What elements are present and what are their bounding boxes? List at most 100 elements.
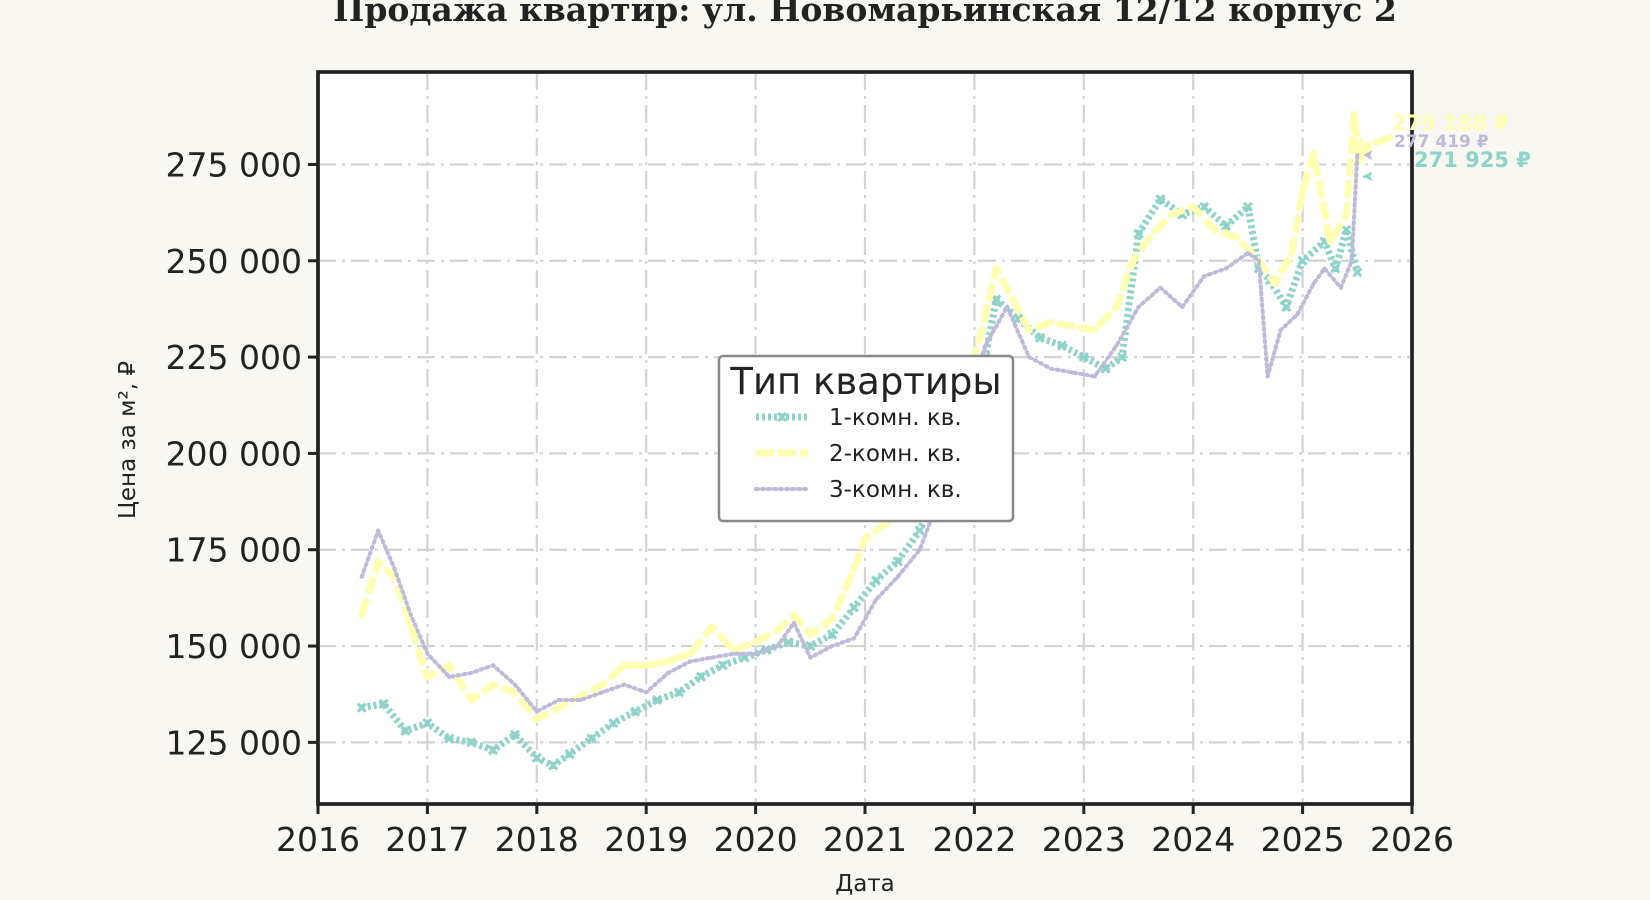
data-point — [509, 729, 520, 740]
data-point — [1133, 228, 1144, 239]
data-point — [848, 602, 860, 613]
data-point — [408, 613, 413, 618]
data-point — [358, 611, 366, 619]
annotation-arrow — [1350, 119, 1367, 149]
data-point — [752, 638, 760, 646]
data-point — [673, 687, 685, 698]
data-point — [1271, 280, 1279, 288]
data-point — [753, 651, 758, 656]
data-point — [1025, 326, 1033, 334]
data-point — [983, 343, 988, 348]
legend-label: 2-комн. кв. — [829, 441, 962, 467]
data-point — [783, 637, 794, 648]
data-point — [1242, 201, 1253, 212]
data-point — [548, 760, 559, 771]
data-point — [1078, 352, 1089, 363]
data-point — [642, 661, 650, 669]
data-point — [1245, 251, 1250, 256]
data-point — [806, 630, 814, 638]
data-point — [534, 709, 539, 714]
data-point — [1100, 363, 1111, 374]
data-point — [861, 534, 869, 542]
data-point — [708, 623, 716, 631]
data-point — [717, 660, 728, 671]
data-point — [686, 650, 694, 658]
data-point — [873, 597, 878, 602]
series-3-room — [359, 153, 1360, 714]
data-point — [378, 698, 389, 709]
data-point — [1009, 295, 1017, 303]
data-point — [805, 640, 816, 652]
data-point — [731, 651, 736, 656]
y-tick-label: 200 000 — [166, 434, 302, 473]
data-point — [1330, 263, 1341, 274]
data-point — [1136, 305, 1141, 310]
data-point — [917, 547, 922, 552]
data-point — [1069, 322, 1077, 330]
data-point — [828, 615, 836, 623]
data-point — [695, 671, 706, 682]
data-point — [512, 682, 517, 687]
data-point — [1202, 274, 1207, 279]
x-tick-label: 2019 — [604, 820, 688, 859]
data-point — [466, 737, 477, 748]
x-tick-label: 2024 — [1151, 820, 1235, 859]
data-point — [1322, 266, 1327, 271]
data-point — [1220, 221, 1232, 232]
data-point — [491, 663, 496, 668]
data-point — [827, 629, 838, 640]
data-point — [1350, 110, 1358, 118]
legend-item: 2-комн. кв. — [756, 441, 962, 467]
data-point — [392, 566, 397, 571]
data-point — [730, 646, 738, 654]
data-point — [564, 748, 575, 759]
x-tick-label: 2016 — [276, 820, 360, 859]
chart-title: Продажа квартир: ул. Новомарьинская 12/1… — [333, 0, 1397, 29]
data-point — [444, 733, 455, 744]
data-point — [400, 725, 411, 736]
data-point — [992, 264, 1000, 272]
last-value-annotations: 279 188 ₽277 419 ₽271 925 ₽ — [1350, 111, 1531, 182]
data-point — [578, 697, 583, 702]
data-point — [775, 644, 780, 649]
data-point — [422, 718, 433, 729]
data-point — [790, 611, 798, 619]
data-point — [467, 696, 475, 704]
data-point — [1342, 211, 1350, 219]
data-point — [1034, 332, 1046, 343]
data-point — [376, 528, 381, 533]
x-tick-label: 2017 — [385, 820, 469, 859]
data-point — [1070, 370, 1075, 375]
data-point — [533, 715, 541, 723]
data-point — [1092, 374, 1097, 379]
data-point — [1352, 267, 1363, 278]
data-point — [586, 733, 597, 744]
data-point — [407, 623, 415, 631]
data-point — [1295, 312, 1300, 317]
y-tick-label: 125 000 — [166, 723, 302, 762]
data-point — [1338, 285, 1343, 290]
data-point — [489, 681, 497, 689]
y-tick-label: 275 000 — [166, 145, 302, 184]
x-tick-label: 2021 — [823, 820, 907, 859]
data-point — [1158, 285, 1163, 290]
data-point — [1180, 305, 1185, 310]
data-point — [773, 627, 781, 635]
data-point — [1199, 201, 1210, 212]
data-point — [709, 655, 714, 660]
data-point — [1117, 352, 1128, 363]
data-point — [1129, 257, 1137, 265]
data-point — [1091, 326, 1099, 334]
data-point — [1288, 249, 1296, 257]
data-point — [1278, 328, 1283, 333]
y-tick-label: 175 000 — [166, 531, 302, 570]
legend: Тип квартиры 1-комн. кв. 2-комн. кв. 3-ком… — [717, 354, 1015, 523]
data-point — [1048, 366, 1053, 371]
data-point — [1113, 303, 1121, 311]
data-point — [1281, 301, 1292, 313]
legend-label: 1-комн. кв. — [829, 405, 962, 431]
legend-item: 1-комн. кв. — [756, 405, 962, 431]
data-point — [687, 659, 692, 664]
annotation-arrowhead — [1363, 171, 1373, 182]
data-point — [1145, 234, 1153, 242]
